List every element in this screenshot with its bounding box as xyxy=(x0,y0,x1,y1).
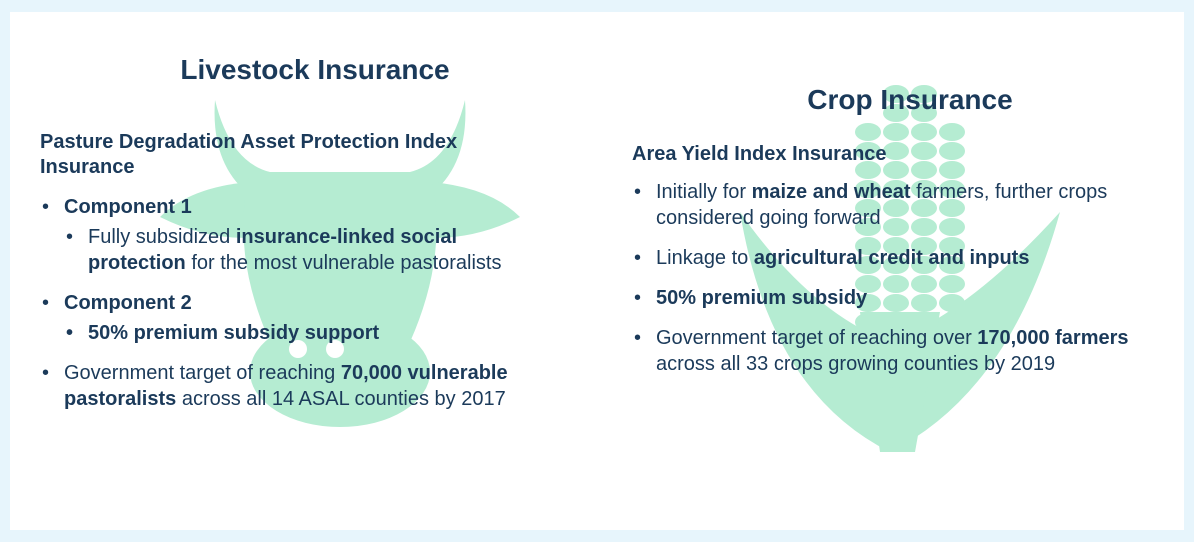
kernel xyxy=(883,104,909,122)
subtitle: Pasture Degradation Asset Protection Ind… xyxy=(40,131,458,178)
kernel xyxy=(911,104,937,122)
kernel xyxy=(911,161,937,179)
bullet-item: Fully subsidized insurance-linked social… xyxy=(66,224,550,276)
bullet-item: Component 2 xyxy=(42,290,550,316)
kernel xyxy=(883,85,909,103)
kernel xyxy=(939,123,965,141)
kernel xyxy=(939,161,965,179)
text-run: farmers, further crops considered going … xyxy=(656,181,1108,229)
text-run: agricultural credit and inputs xyxy=(753,247,1030,269)
text-run: Linkage to xyxy=(656,247,754,269)
text-run: Government target of reaching xyxy=(64,362,341,384)
text-run: 70,000 vulnerable pastoralists xyxy=(64,362,508,410)
text-run: Government target of reaching over xyxy=(656,327,978,349)
kernel xyxy=(855,123,881,141)
text-run: 50% premium subsidy xyxy=(656,287,868,309)
kernel xyxy=(911,123,937,141)
text-run: 170,000 farmers xyxy=(977,327,1129,349)
subtitle: Area Yield Index Insurance xyxy=(632,143,887,165)
kernel xyxy=(855,142,881,160)
right-title: Crop Insurance xyxy=(807,84,1013,115)
kernel xyxy=(883,123,909,141)
text-run: Component 1 xyxy=(64,196,192,218)
kernel xyxy=(911,142,937,160)
bullet-item: Government target of reaching 70,000 vul… xyxy=(42,360,550,412)
kernel xyxy=(911,85,937,103)
bullet-item: Component 1 xyxy=(42,194,550,220)
text-run: insurance-linked social protection xyxy=(88,226,458,274)
kernel xyxy=(883,142,909,160)
text-run: across all 14 ASAL counties by 2017 xyxy=(176,388,506,410)
bullet-item: Linkage to agricultural credit and input… xyxy=(634,245,1162,271)
slide: Livestock Insurance Crop Insurance Pastu… xyxy=(10,12,1184,530)
text-run: maize and wheat xyxy=(751,181,911,203)
bullet-list: Initially for maize and wheat farmers, f… xyxy=(632,179,1162,377)
kernel xyxy=(939,142,965,160)
bullet-item: 50% premium subsidy xyxy=(634,285,1162,311)
bullet-list: Component 1 Fully subsidized insurance-li… xyxy=(40,194,550,412)
text-run: Initially for xyxy=(656,181,752,203)
text-run: across all 33 crops growing counties by … xyxy=(656,353,1056,375)
text-run: 50% premium subsidy support xyxy=(88,322,380,344)
left-column: Pasture Degradation Asset Protection Ind… xyxy=(40,130,550,412)
kernel xyxy=(855,161,881,179)
right-column: Area Yield Index Insurance Initially for … xyxy=(632,132,1162,377)
bullet-item: Government target of reaching over 170,0… xyxy=(634,325,1162,377)
text-run: Fully subsidized xyxy=(88,226,236,248)
text-run: for the most vulnerable pastoralists xyxy=(185,252,502,274)
kernel xyxy=(883,161,909,179)
bullet-item: Initially for maize and wheat farmers, f… xyxy=(634,179,1162,231)
left-title: Livestock Insurance xyxy=(180,54,450,85)
bullet-item: 50% premium subsidy support xyxy=(66,320,550,346)
text-run: Component 2 xyxy=(64,292,192,314)
